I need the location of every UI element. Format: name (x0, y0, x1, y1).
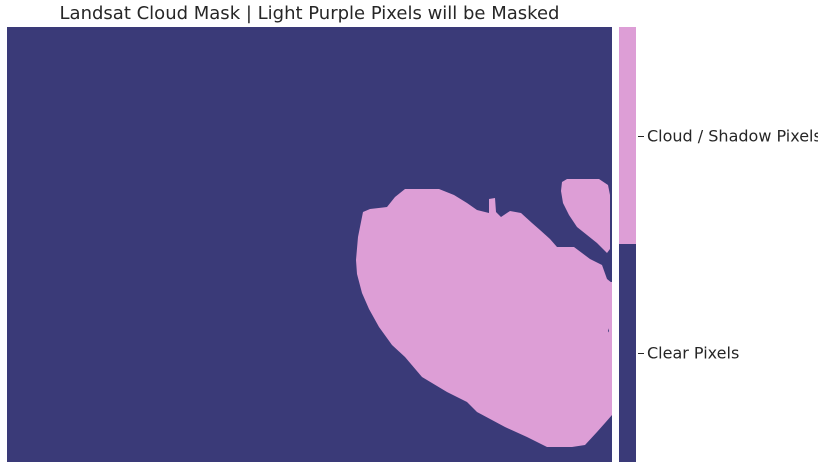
colorbar-clear-segment (619, 244, 636, 462)
mask-image (7, 27, 612, 462)
colorbar-label-clear: Clear Pixels (647, 343, 740, 363)
main-cloud-region (356, 189, 612, 447)
colorbar-tick-clear (638, 353, 644, 354)
upper-right-cloud-region (561, 179, 610, 253)
colorbar-tick-cloud (638, 136, 644, 137)
right-edge-strip (609, 282, 612, 415)
chart-title: Landsat Cloud Mask | Light Purple Pixels… (59, 3, 560, 24)
colorbar-cloud-segment (619, 27, 636, 244)
colorbar (619, 27, 636, 462)
colorbar-label-cloud: Cloud / Shadow Pixels (647, 126, 818, 146)
